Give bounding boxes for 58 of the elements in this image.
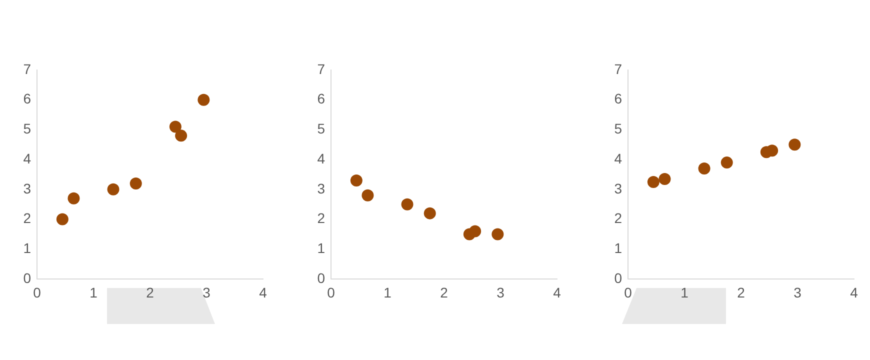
y-tick-label: 5 <box>614 120 622 137</box>
y-tick-label: 2 <box>23 210 32 226</box>
point <box>788 138 801 151</box>
x-tick-label: 1 <box>680 284 689 300</box>
x-tick-label: 2 <box>440 284 448 300</box>
x-tick-label: 4 <box>850 284 858 300</box>
x-tick-label: 3 <box>496 284 505 300</box>
point <box>68 192 80 204</box>
point <box>424 207 436 220</box>
y-tick-label: 5 <box>23 120 32 137</box>
point <box>198 94 210 106</box>
point <box>469 225 482 238</box>
x-tick-label: 3 <box>202 284 211 300</box>
point <box>362 189 374 202</box>
point <box>401 198 414 210</box>
y-tick-label: 7 <box>23 60 32 77</box>
y-tick-label: 3 <box>317 180 326 196</box>
y-tick-label: 6 <box>317 90 326 107</box>
point <box>350 174 362 186</box>
y-tick-label: 1 <box>23 240 32 256</box>
y-tick-label: 7 <box>317 60 326 77</box>
point <box>169 120 182 133</box>
point <box>175 130 188 142</box>
y-tick-label: 6 <box>23 90 32 107</box>
y-tick-label: 4 <box>614 150 622 166</box>
point <box>766 144 778 157</box>
y-tick-label: 0 <box>23 270 32 286</box>
y-tick-label: 4 <box>317 150 326 166</box>
x-tick-label: 1 <box>90 284 98 300</box>
y-tick-label: 4 <box>23 150 32 166</box>
x-tick-label: 1 <box>384 284 392 300</box>
x-tick-label: 2 <box>737 284 746 300</box>
x-tick-label: 3 <box>794 284 802 300</box>
x-tick-label: 0 <box>327 284 336 300</box>
y-tick-label: 3 <box>23 180 32 196</box>
y-tick-label: 2 <box>614 210 622 226</box>
y-tick-label: 0 <box>317 270 326 286</box>
point <box>492 228 504 240</box>
y-tick-label: 3 <box>614 180 622 196</box>
y-tick-label: 0 <box>614 270 622 286</box>
y-tick-label: 7 <box>614 60 622 77</box>
y-tick-label: 1 <box>317 240 326 256</box>
point <box>130 177 142 190</box>
point <box>107 183 120 196</box>
x-tick-label: 0 <box>624 284 632 300</box>
y-tick-label: 2 <box>317 210 326 226</box>
y-tick-label: 1 <box>614 240 622 256</box>
x-tick-label: 4 <box>259 284 268 300</box>
x-tick-label: 4 <box>553 284 562 300</box>
point <box>698 162 710 175</box>
point <box>647 176 660 188</box>
y-tick-label: 6 <box>614 90 622 107</box>
point <box>658 172 671 185</box>
point <box>56 213 68 226</box>
point <box>720 156 733 169</box>
x-tick-label: 0 <box>33 284 42 300</box>
y-tick-label: 5 <box>317 120 326 137</box>
x-tick-label: 2 <box>146 284 154 300</box>
